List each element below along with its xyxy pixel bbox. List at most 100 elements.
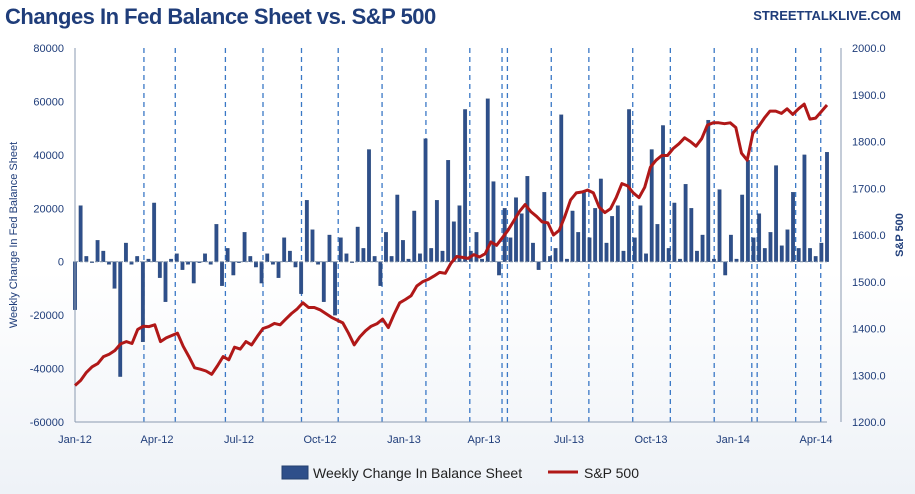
balance-sheet-bar bbox=[768, 232, 773, 262]
balance-sheet-bar bbox=[361, 248, 366, 262]
y-tick-label-right: 2000.0 bbox=[852, 43, 886, 55]
balance-sheet-bar bbox=[118, 261, 123, 377]
y-axis-title-left: Weekly Change In Fed Balance Sheet bbox=[8, 142, 20, 328]
balance-sheet-bar bbox=[338, 237, 343, 262]
balance-sheet-bar bbox=[559, 114, 564, 262]
balance-sheet-bar bbox=[774, 165, 779, 262]
balance-sheet-bar bbox=[508, 237, 513, 262]
balance-sheet-bar bbox=[514, 197, 518, 262]
balance-sheet-bar bbox=[791, 192, 795, 262]
balance-sheet-bar bbox=[140, 261, 145, 343]
balance-sheet-bar bbox=[112, 261, 117, 289]
balance-sheet-bar bbox=[802, 154, 807, 262]
balance-sheet-bar bbox=[321, 261, 326, 302]
chart-title: Changes In Fed Balance Sheet vs. S&P 500 bbox=[5, 4, 436, 29]
balance-sheet-bar bbox=[440, 250, 445, 262]
legend-bar-swatch bbox=[281, 465, 309, 480]
balance-sheet-bar bbox=[293, 261, 298, 268]
balance-sheet-bar bbox=[553, 248, 558, 262]
legend-line-label: S&P 500 bbox=[584, 465, 639, 481]
balance-sheet-bar bbox=[757, 213, 762, 262]
x-tick-label: Oct-12 bbox=[303, 434, 336, 446]
balance-sheet-bar bbox=[163, 261, 168, 302]
balance-sheet-bar bbox=[214, 224, 219, 262]
y-tick-label-left: 40000 bbox=[33, 150, 64, 162]
balance-sheet-bar bbox=[519, 213, 524, 262]
balance-sheet-bar bbox=[101, 250, 106, 262]
balance-sheet-bars bbox=[73, 98, 829, 377]
balance-sheet-bar bbox=[666, 248, 671, 262]
balance-sheet-bar bbox=[598, 178, 603, 262]
balance-sheet-bar bbox=[135, 256, 140, 262]
y-tick-label-left: 60000 bbox=[33, 96, 64, 108]
balance-sheet-bar bbox=[220, 261, 224, 286]
balance-sheet-bar bbox=[689, 208, 694, 262]
y-tick-label-right: 1300.0 bbox=[852, 370, 886, 382]
balance-sheet-bar bbox=[497, 261, 501, 276]
balance-sheet-bar bbox=[451, 221, 456, 262]
balance-sheet-bar bbox=[254, 261, 258, 268]
balance-sheet-bar bbox=[621, 250, 626, 262]
y-tick-label-left: 80000 bbox=[33, 43, 64, 55]
balance-sheet-bar bbox=[157, 261, 162, 278]
balance-sheet-bar bbox=[248, 256, 253, 262]
x-tick-label: Jan-12 bbox=[58, 434, 92, 446]
balance-sheet-bar bbox=[299, 261, 304, 294]
balance-sheet-bar bbox=[717, 189, 722, 262]
balance-sheet-bar bbox=[808, 248, 812, 262]
balance-sheet-bar bbox=[180, 261, 185, 270]
balance-sheet-bar bbox=[779, 245, 784, 262]
balance-sheet-bar bbox=[813, 256, 818, 262]
y-tick-label-left: 0 bbox=[58, 257, 64, 269]
balance-sheet-bar bbox=[304, 200, 309, 262]
legend: Weekly Change In Balance Sheet S&P 500 bbox=[281, 465, 639, 481]
balance-sheet-bar bbox=[423, 138, 428, 262]
balance-sheet-bar bbox=[683, 184, 688, 262]
balance-sheet-bar bbox=[785, 229, 790, 262]
sp500-line bbox=[73, 102, 829, 387]
x-tick-label: Apr-14 bbox=[799, 434, 832, 446]
balance-sheet-bar bbox=[429, 248, 434, 262]
x-tick-label: Jan-14 bbox=[716, 434, 750, 446]
balance-sheet-bar bbox=[581, 192, 586, 262]
balance-sheet-bar bbox=[84, 256, 89, 262]
balance-sheet-bar bbox=[406, 258, 411, 262]
y-tick-label-left: 20000 bbox=[33, 203, 64, 215]
x-tick-label: Jul-13 bbox=[554, 434, 584, 446]
balance-sheet-bar bbox=[327, 234, 332, 262]
y-tick-label-right: 1600.0 bbox=[852, 230, 886, 242]
balance-sheet-bar bbox=[712, 258, 716, 262]
balance-sheet-bar bbox=[186, 261, 190, 265]
x-tick-label: Jul-12 bbox=[224, 434, 254, 446]
y-tick-label-right: 1400.0 bbox=[852, 324, 886, 336]
balance-sheet-bar bbox=[78, 205, 83, 262]
balance-sheet-bar bbox=[655, 224, 660, 262]
balance-sheet-bar bbox=[276, 261, 281, 278]
balance-sheet-bar bbox=[378, 261, 383, 286]
balance-sheet-bar bbox=[632, 237, 637, 262]
balance-sheet-bar bbox=[231, 261, 236, 276]
y-axis-label-right: S&P 500 bbox=[894, 213, 906, 257]
balance-sheet-bar bbox=[355, 226, 360, 262]
balance-sheet-bar bbox=[191, 261, 196, 284]
balance-sheet-bar bbox=[107, 261, 111, 265]
balance-sheet-bar bbox=[604, 242, 609, 262]
balance-sheet-bar bbox=[644, 253, 648, 262]
y-axis-title-right: S&P 500 bbox=[894, 213, 906, 257]
balance-sheet-bar bbox=[412, 210, 417, 262]
balance-sheet-bar bbox=[146, 258, 151, 262]
x-tick-label: Oct-13 bbox=[634, 434, 667, 446]
balance-sheet-bar bbox=[434, 200, 439, 262]
balance-sheet-bar bbox=[700, 234, 705, 262]
balance-sheet-bar bbox=[333, 261, 337, 316]
balance-sheet-bar bbox=[395, 194, 400, 262]
balance-sheet-bar bbox=[678, 258, 682, 262]
balance-sheet-bar bbox=[695, 250, 699, 262]
balance-sheet-bar bbox=[661, 125, 665, 262]
x-tick-label: Apr-13 bbox=[467, 434, 500, 446]
sp500-line-layer bbox=[73, 102, 829, 387]
balance-sheet-bar bbox=[593, 208, 598, 262]
balance-sheet-bar bbox=[287, 250, 292, 262]
balance-sheet-bar bbox=[728, 234, 733, 262]
